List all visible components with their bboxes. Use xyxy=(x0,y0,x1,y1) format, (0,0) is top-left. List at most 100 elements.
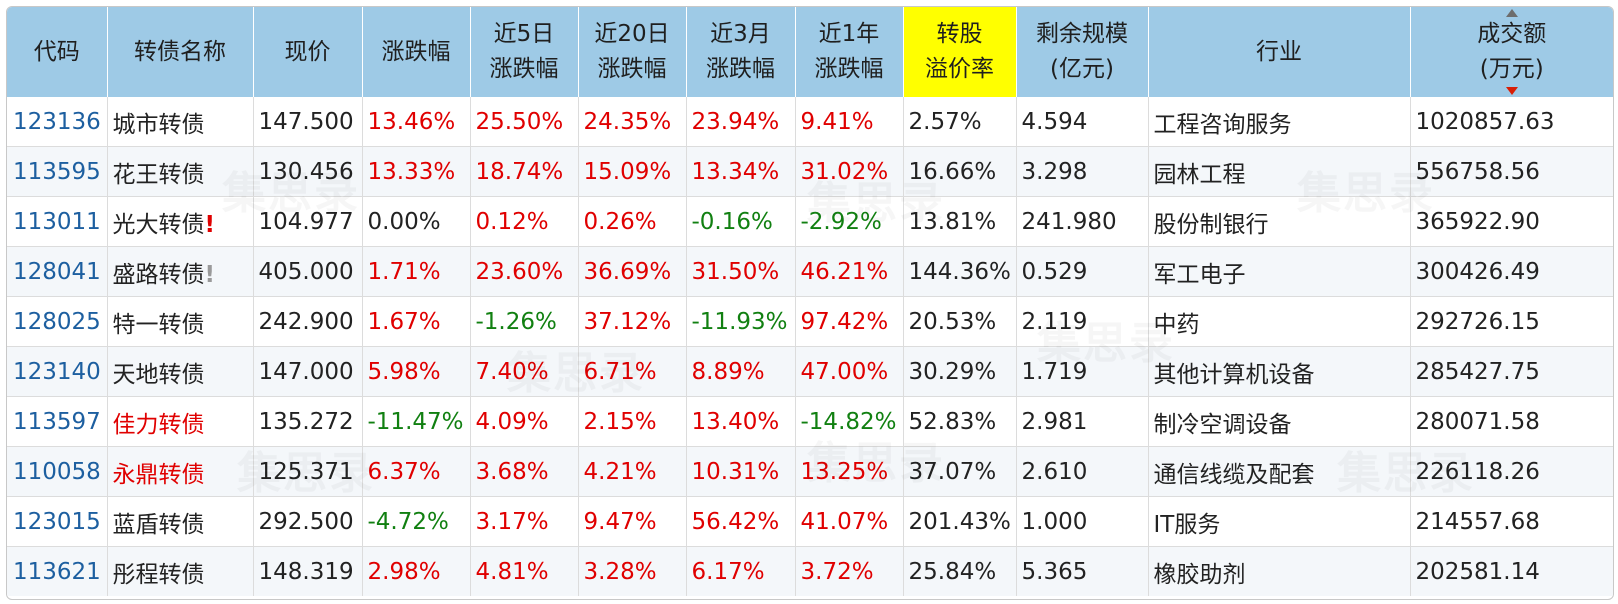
column-header-code[interactable]: 代码 xyxy=(7,7,108,97)
turnover-cell: 280071.58 xyxy=(1410,396,1613,447)
bond-code-link[interactable]: 128025 xyxy=(7,296,108,347)
column-header-volume[interactable]: 成交额 (万元) xyxy=(1410,7,1613,97)
sort-ascending-icon[interactable] xyxy=(1505,9,1518,17)
bond-code-link[interactable]: 123136 xyxy=(7,97,108,147)
table-row[interactable]: 110058 永鼎转债 125.371 6.37% 3.68% 4.21% 10.31% 13… xyxy=(7,446,1613,497)
table-row[interactable]: 113621 彤程转债 148.319 2.98% 4.81% 3.28% 6.17% 3.7… xyxy=(7,546,1613,596)
header-row: 代码 转债名称 现价 涨跌幅 近5日 涨跌幅 近20日 涨跌幅 近3月 涨跌幅 近1年 涨跌幅 转股 溢价… xyxy=(7,7,1613,97)
column-header-m3[interactable]: 近3月 涨跌幅 xyxy=(686,7,796,97)
price-cell: 130.456 xyxy=(253,146,363,197)
change-d20-cell: 36.69% xyxy=(578,246,687,297)
turnover-cell: 292726.15 xyxy=(1410,296,1613,347)
turnover-cell: 365922.90 xyxy=(1410,196,1613,247)
price-cell: 292.500 xyxy=(253,496,363,547)
column-header-price[interactable]: 现价 xyxy=(253,7,363,97)
sort-descending-icon[interactable] xyxy=(1505,87,1518,95)
bond-name[interactable]: 光大转债 xyxy=(112,211,205,238)
change-chg-cell: 5.98% xyxy=(362,346,471,397)
remaining-scale-cell: 3.298 xyxy=(1016,146,1149,197)
change-d20-cell: 0.26% xyxy=(578,196,687,247)
bond-name-cell[interactable]: 特一转债 xyxy=(107,296,254,347)
bond-name[interactable]: 盛路转债 xyxy=(112,261,205,288)
bond-name[interactable]: 永鼎转债 xyxy=(112,461,205,488)
table-row[interactable]: 113595 花王转债 130.456 13.33% 18.74% 15.09% 13.34… xyxy=(7,146,1613,197)
bond-name[interactable]: 城市转债 xyxy=(112,111,205,138)
change-d20-cell: 15.09% xyxy=(578,146,687,197)
bond-name-cell[interactable]: 佳力转债 xyxy=(107,396,254,447)
change-d20-cell: 3.28% xyxy=(578,546,687,596)
price-cell: 148.319 xyxy=(253,546,363,596)
column-header-industry[interactable]: 行业 xyxy=(1148,7,1411,97)
column-header-sublabel: (亿元) xyxy=(1050,56,1114,82)
column-header-premium[interactable]: 转股 溢价率 xyxy=(903,7,1017,97)
industry-cell: 橡胶助剂 xyxy=(1148,546,1411,596)
column-header-sublabel: 溢价率 xyxy=(925,56,994,82)
bond-name-cell[interactable]: 永鼎转债 xyxy=(107,446,254,497)
change-m3-cell: -11.93% xyxy=(686,296,796,347)
change-y1-cell: 13.25% xyxy=(795,446,904,497)
table-row[interactable]: 123015 蓝盾转债 292.500 -4.72% 3.17% 9.47% 56.42% 4… xyxy=(7,496,1613,547)
bond-name-cell[interactable]: 城市转债 xyxy=(107,97,254,147)
premium-rate-cell: 25.84% xyxy=(903,546,1017,596)
turnover-cell: 556758.56 xyxy=(1410,146,1613,197)
bond-name-cell[interactable]: 彤程转债 xyxy=(107,546,254,596)
bond-name-cell[interactable]: 天地转债 xyxy=(107,346,254,397)
remaining-scale-cell: 2.981 xyxy=(1016,396,1149,447)
change-d5-cell: 3.17% xyxy=(470,496,579,547)
bond-code-link[interactable]: 113597 xyxy=(7,396,108,447)
column-header-label: 近1年 xyxy=(818,21,880,47)
bond-name[interactable]: 蓝盾转债 xyxy=(112,511,205,538)
industry-cell: 工程咨询服务 xyxy=(1148,97,1411,147)
column-header-chg[interactable]: 涨跌幅 xyxy=(362,7,471,97)
bond-name[interactable]: 特一转债 xyxy=(112,311,205,338)
change-y1-cell: 9.41% xyxy=(795,97,904,147)
change-m3-cell: 10.31% xyxy=(686,446,796,497)
table-row[interactable]: 128025 特一转债 242.900 1.67% -1.26% 37.12% -11.93… xyxy=(7,296,1613,347)
industry-cell: 制冷空调设备 xyxy=(1148,396,1411,447)
remaining-scale-cell: 1.719 xyxy=(1016,346,1149,397)
column-header-d5[interactable]: 近5日 涨跌幅 xyxy=(470,7,579,97)
column-header-label: 行业 xyxy=(1256,38,1302,65)
column-header-y1[interactable]: 近1年涨跌幅 xyxy=(795,7,904,97)
column-header-d20[interactable]: 近20日 涨跌幅 xyxy=(578,7,687,97)
bond-name[interactable]: 天地转债 xyxy=(112,361,205,388)
industry-cell: 园林工程 xyxy=(1148,146,1411,197)
bond-code-link[interactable]: 128041 xyxy=(7,246,108,297)
bond-code-link[interactable]: 113011 xyxy=(7,196,108,247)
bond-name-cell[interactable]: 盛路转债! xyxy=(107,246,254,297)
change-y1-cell: -2.92% xyxy=(795,196,904,247)
bond-code-link[interactable]: 113621 xyxy=(7,546,108,596)
column-header-label: 转债名称 xyxy=(134,38,226,65)
change-d5-cell: 25.50% xyxy=(470,97,579,147)
bond-name-cell[interactable]: 光大转债! xyxy=(107,196,254,247)
bond-code-link[interactable]: 123140 xyxy=(7,346,108,397)
bond-name-cell[interactable]: 蓝盾转债 xyxy=(107,496,254,547)
remaining-scale-cell: 0.529 xyxy=(1016,246,1149,297)
change-d5-cell: 7.40% xyxy=(470,346,579,397)
bond-code-link[interactable]: 113595 xyxy=(7,146,108,197)
change-y1-cell: -14.82% xyxy=(795,396,904,447)
warning-flag-icon: ! xyxy=(204,261,216,288)
bond-name[interactable]: 佳力转债 xyxy=(112,411,205,438)
change-y1-cell: 31.02% xyxy=(795,146,904,197)
bond-name[interactable]: 花王转债 xyxy=(112,161,205,188)
table-row[interactable]: 113011 光大转债! 104.977 0.00% 0.12% 0.26% -0.16% -… xyxy=(7,196,1613,247)
bond-code-link[interactable]: 110058 xyxy=(7,446,108,497)
column-header-scale[interactable]: 剩余规模 (亿元) xyxy=(1016,7,1149,97)
table-row[interactable]: 113597 佳力转债 135.272 -11.47% 4.09% 2.15% 13.40%… xyxy=(7,396,1613,447)
table-row[interactable]: 123140 天地转债 147.000 5.98% 7.40% 6.71% 8.89% 47.… xyxy=(7,346,1613,397)
bond-name[interactable]: 彤程转债 xyxy=(112,561,205,588)
bond-name-cell[interactable]: 花王转债 xyxy=(107,146,254,197)
column-header-sublabel: 涨跌幅 xyxy=(814,56,884,82)
column-header-label: 转股 xyxy=(936,21,983,47)
column-header-name[interactable]: 转债名称 xyxy=(107,7,254,97)
change-chg-cell: 6.37% xyxy=(362,446,471,497)
change-m3-cell: 8.89% xyxy=(686,346,796,397)
bond-code-link[interactable]: 123015 xyxy=(7,496,108,547)
table-row[interactable]: 123136 城市转债 147.500 13.46% 25.50% 24.35% 23.94… xyxy=(7,97,1613,147)
change-d5-cell: 0.12% xyxy=(470,196,579,247)
column-header-label: 成交额 xyxy=(1477,21,1547,47)
table-row[interactable]: 128041 盛路转债! 405.000 1.71% 23.60% 36.69% 31.50… xyxy=(7,246,1613,297)
turnover-cell: 226118.26 xyxy=(1410,446,1613,497)
column-header-sublabel: 涨跌幅 xyxy=(706,56,775,82)
